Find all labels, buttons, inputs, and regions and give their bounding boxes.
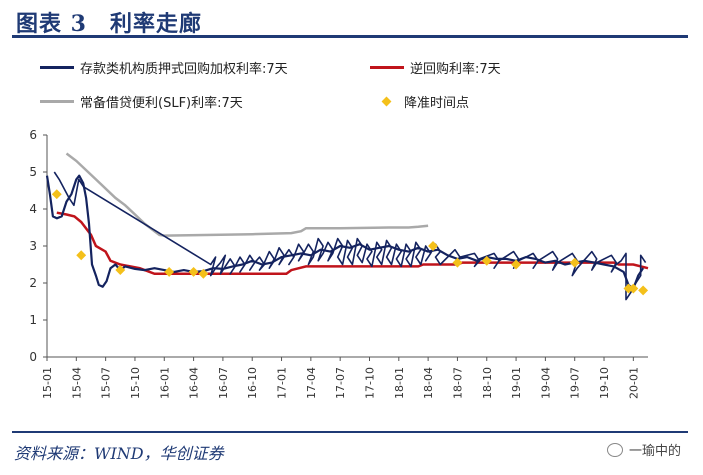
x-tick-label: 16-04 [188,367,201,399]
rrr-cut-point [164,266,175,277]
y-tick-label: 0 [29,350,37,364]
x-tick-label: 17-01 [276,367,289,399]
wechat-icon [606,442,623,457]
series-volatility-repo [53,171,647,301]
legend-item-repo: 存款类机构质押式回购加权利率:7天 [40,58,288,77]
y-tick-label: 1 [29,313,37,327]
x-tick-label: 19-01 [510,367,523,399]
x-tick-label: 15-04 [70,367,83,399]
legend-label-reverse-repo: 逆回购利率:7天 [410,61,501,77]
chart-svg: 0 1 2 3 4 5 6 15-01 15-04 15-07 15-10 16-01 16-04 16-… [29,128,649,399]
y-tick-label: 6 [29,128,37,142]
rrr-cut-point [188,266,199,277]
x-tick-label: 17-07 [334,367,347,399]
series-line-slf [65,152,429,237]
x-tick-label: 18-07 [451,367,464,399]
rrr-cut-point [481,255,492,266]
chart-legend: 存款类机构质押式回购加权利率:7天 逆回购利率:7天 常备借贷便利(SLF)利率… [40,58,660,118]
rrr-cut-point [51,189,62,200]
legend-swatch-slf [40,99,74,103]
x-tick-label: 19-07 [569,367,582,399]
series-line-repo [45,174,645,290]
chart-axes: 0 1 2 3 4 5 6 15-01 15-04 15-07 15-10 16-01 16-04 16-… [29,128,648,399]
page-title: 图表 3 利率走廊 [16,11,202,37]
x-tick-label: 16-10 [246,367,259,399]
x-tick-label: 15-07 [100,367,113,399]
brand-label: 一瑜中的 [628,444,681,459]
chart-marks [45,152,649,301]
footer-divider [12,431,688,433]
x-tick-label: 19-10 [598,367,611,399]
rrr-cut-point [511,259,522,270]
y-tick-label: 4 [29,202,37,216]
legend-label-rrr-cut: 降准时间点 [404,95,470,111]
x-tick-label: 15-10 [129,367,142,399]
x-tick-label: 15-01 [41,367,54,399]
source-note: 资料来源：WIND，华创证券 [14,444,224,463]
x-tick-label: 17-04 [305,367,318,399]
x-tick-label: 18-01 [393,367,406,399]
x-tick-label: 17-10 [363,367,376,399]
series-line-reverse-repo [56,211,649,276]
rrr-cut-point [76,250,87,261]
brand-watermark: 一瑜中的 [606,440,681,459]
legend-swatch-repo [40,65,74,69]
rrr-cut-point [452,257,463,268]
rrr-cut-point [198,268,209,279]
legend-item-reverse-repo: 逆回购利率:7天 [370,58,501,77]
rrr-cut-point [628,283,639,294]
legend-label-slf: 常备借贷便利(SLF)利率:7天 [80,95,243,111]
title-bar: 图表 3 利率走廊 [12,4,688,38]
legend-label-repo: 存款类机构质押式回购加权利率:7天 [80,61,288,77]
x-tick-label: 16-07 [217,367,230,399]
y-tick-label: 3 [29,239,37,253]
title-divider [12,35,688,38]
legend-swatch-reverse-repo [370,65,404,69]
y-tick-label: 2 [29,276,37,290]
y-tick-label: 5 [29,165,37,179]
rrr-cut-point [428,241,438,251]
rrr-cut-point [569,257,580,268]
rrr-cut-point [638,285,649,296]
legend-item-rrr-cut: 降准时间点 [370,92,470,111]
x-tick-label: 19-04 [539,367,552,399]
x-tick-label: 18-10 [481,367,494,399]
x-tick-label: 20-01 [627,367,640,399]
x-tick-label: 16-01 [158,367,171,399]
legend-item-slf: 常备借贷便利(SLF)利率:7天 [40,92,243,111]
x-tick-label: 18-04 [422,367,435,399]
